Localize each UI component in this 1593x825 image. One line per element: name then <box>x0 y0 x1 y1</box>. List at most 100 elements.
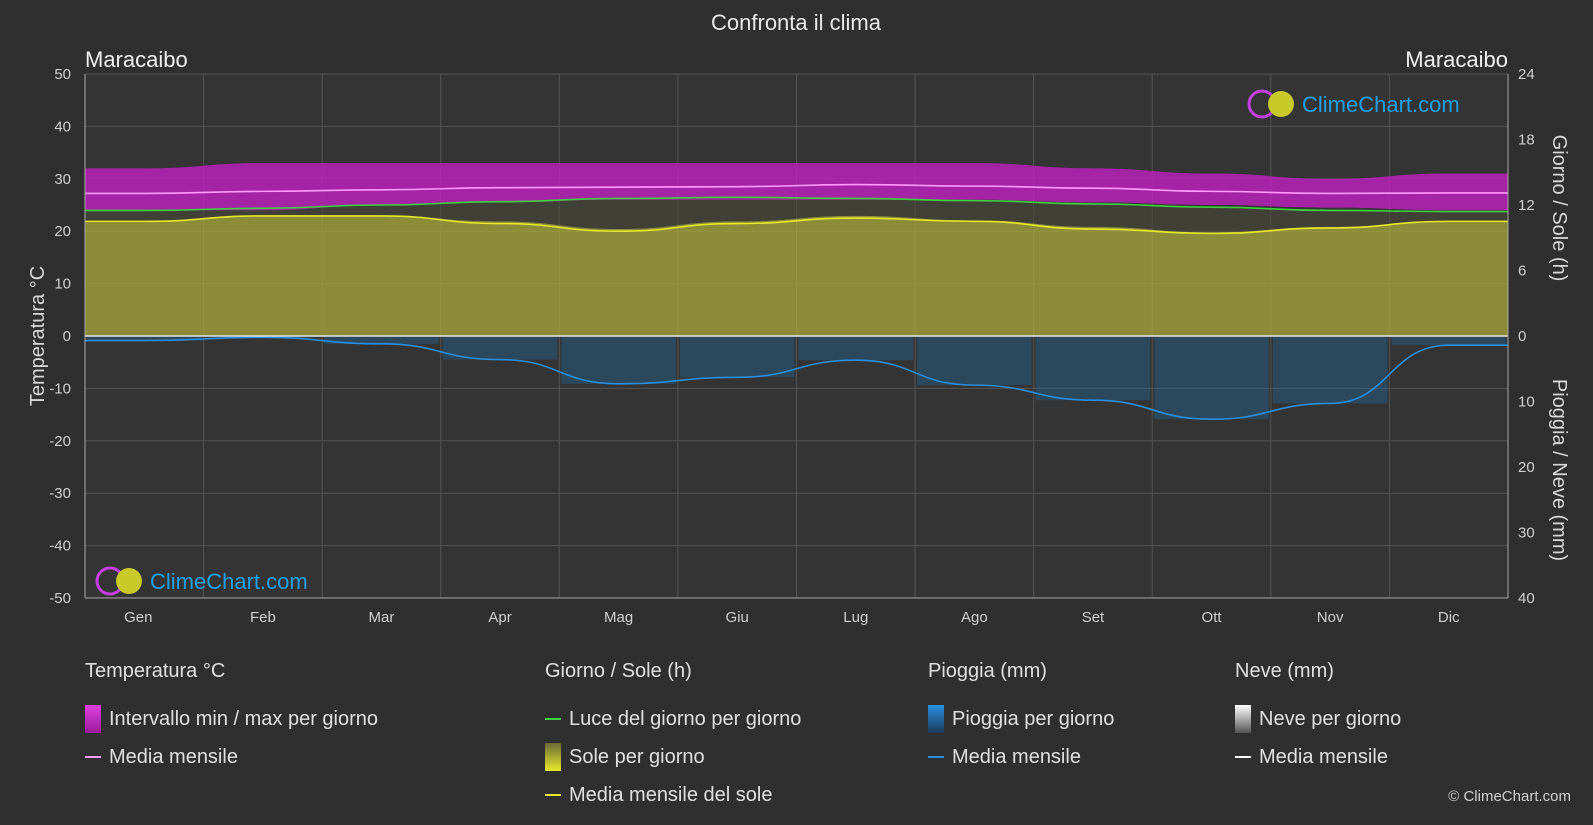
rain-bar <box>561 336 676 384</box>
rain-mean-swatch <box>928 756 944 758</box>
legend-header: Neve (mm) <box>1235 660 1334 682</box>
left-tick-label: -10 <box>49 380 71 397</box>
daylight-line <box>85 196 1508 213</box>
right-bottom-tick-label: 30 <box>1518 525 1535 542</box>
rain-bar <box>917 336 1032 386</box>
x-tick-label: Mar <box>369 609 395 626</box>
location-right: Maracaibo <box>1405 47 1508 72</box>
sun-mean-line <box>85 215 1508 235</box>
left-axis-label: Temperatura °C <box>27 266 49 406</box>
axes-layer: 50 40 30 20 10 0 -10 -20 -30 -40 -50 24 18 12 6 0 10 20 30… <box>49 66 1534 626</box>
legend-item[interactable]: Pioggia per giorno <box>928 700 1114 738</box>
legend-item[interactable]: Media mensile <box>1235 738 1401 776</box>
logo-sun-icon <box>1268 91 1294 117</box>
legend-daysun: Giorno / Sole (h) Luce del giorno per gi… <box>545 660 801 814</box>
left-tick-label: -50 <box>49 590 71 607</box>
legend-header: Giorno / Sole (h) <box>545 660 692 682</box>
left-tick-label: 50 <box>54 66 71 83</box>
x-tick-label: Dic <box>1438 609 1460 626</box>
x-tick-label: Set <box>1082 609 1105 626</box>
left-tick-label: 10 <box>54 276 71 293</box>
legend-label: Intervallo min / max per giorno <box>109 707 379 730</box>
brand-logo-top[interactable]: ClimeChart.com <box>1247 89 1460 119</box>
left-tick-label: -40 <box>49 538 71 555</box>
right-top-tick-label: 24 <box>1518 66 1535 83</box>
right-top-axis-label: Giorno / Sole (h) <box>1548 135 1570 282</box>
rain-bar <box>1391 336 1506 346</box>
legend-label: Media mensile del sole <box>569 783 773 806</box>
rain-mean-line <box>84 336 1508 420</box>
left-tick-label: -20 <box>49 433 71 450</box>
brand-text-top: ClimeChart.com <box>1302 92 1460 117</box>
legend-label: Pioggia per giorno <box>952 707 1115 730</box>
sun-swatch <box>545 743 561 771</box>
temperature-band-layer <box>85 163 1508 211</box>
left-tick-label: 0 <box>63 328 71 345</box>
legend-label: Media mensile <box>109 745 238 768</box>
right-top-tick-label: 0 <box>1518 328 1526 345</box>
rain-bar <box>1272 336 1388 404</box>
x-tick-label: Gen <box>124 609 152 626</box>
left-tick-label: 40 <box>54 118 71 135</box>
legend-item[interactable]: Luce del giorno per giorno <box>545 700 801 738</box>
left-tick-label: 20 <box>54 223 71 240</box>
legend-item[interactable]: Intervallo min / max per giorno <box>85 700 378 738</box>
legend-header: Temperatura °C <box>85 660 226 682</box>
left-tick-label: 30 <box>54 171 71 188</box>
legend-item[interactable]: Media mensile del sole <box>545 776 801 814</box>
temp-range-band <box>85 163 1508 211</box>
right-bottom-tick-label: 10 <box>1518 394 1535 411</box>
right-bottom-tick-label: 20 <box>1518 459 1535 476</box>
sun-area-layer <box>85 197 1508 336</box>
rain-bar <box>679 336 795 378</box>
legend-item[interactable]: Media mensile <box>85 738 378 776</box>
chart-title: Confronta il clima <box>711 10 882 35</box>
snow-mean-swatch <box>1235 756 1251 758</box>
x-tick-label: Lug <box>843 609 868 626</box>
location-left: Maracaibo <box>85 47 188 72</box>
x-tick-label: Ott <box>1202 609 1223 626</box>
right-bottom-axis-label: Pioggia / Neve (mm) <box>1548 379 1570 561</box>
legend-label: Sole per giorno <box>569 745 705 768</box>
rain-bar <box>324 336 439 344</box>
temp-range-swatch <box>85 705 101 733</box>
rain-bar <box>442 336 558 360</box>
logo-sun-icon <box>116 568 142 594</box>
legend-label: Luce del giorno per giorno <box>569 707 802 730</box>
sun-mean-swatch <box>545 794 561 796</box>
x-tick-label: Feb <box>250 609 276 626</box>
temp-mean-swatch <box>85 756 101 758</box>
x-tick-label: Apr <box>488 609 511 626</box>
x-tick-label: Ago <box>961 609 988 626</box>
legend-temperature: Temperatura °C Intervallo min / max per … <box>85 660 378 776</box>
x-tick-label: Mag <box>604 609 633 626</box>
temp-mean-line <box>85 183 1508 195</box>
sun-area <box>85 215 1508 336</box>
legend-label: Neve per giorno <box>1259 707 1402 730</box>
brand-text-bottom: ClimeChart.com <box>150 569 308 594</box>
x-tick-label: Giu <box>726 609 749 626</box>
legend-item[interactable]: Sole per giorno <box>545 738 801 776</box>
legend-item[interactable]: Neve per giorno <box>1235 700 1401 738</box>
legend-header: Pioggia (mm) <box>928 660 1047 682</box>
legend-label: Media mensile <box>1259 745 1388 768</box>
right-bottom-tick-label: 40 <box>1518 590 1535 607</box>
brand-logo-bottom[interactable]: ClimeChart.com <box>95 566 308 596</box>
legend-label: Media mensile <box>952 745 1081 768</box>
rain-swatch <box>928 705 944 733</box>
right-top-tick-label: 12 <box>1518 197 1535 214</box>
snow-swatch <box>1235 705 1251 733</box>
series-lines-layer <box>84 183 1508 420</box>
copyright: © ClimeChart.com <box>1448 788 1571 805</box>
rain-bar <box>1035 336 1151 401</box>
legend-item[interactable]: Media mensile <box>928 738 1114 776</box>
left-tick-label: -30 <box>49 485 71 502</box>
legend-snow: Neve (mm) Neve per giorno Media mensile <box>1235 660 1401 776</box>
right-top-tick-label: 6 <box>1518 263 1526 280</box>
daylight-swatch <box>545 718 561 720</box>
rain-bar <box>87 336 202 341</box>
rain-bar <box>798 336 914 361</box>
right-top-tick-label: 18 <box>1518 132 1535 149</box>
rain-bar <box>1154 336 1269 420</box>
